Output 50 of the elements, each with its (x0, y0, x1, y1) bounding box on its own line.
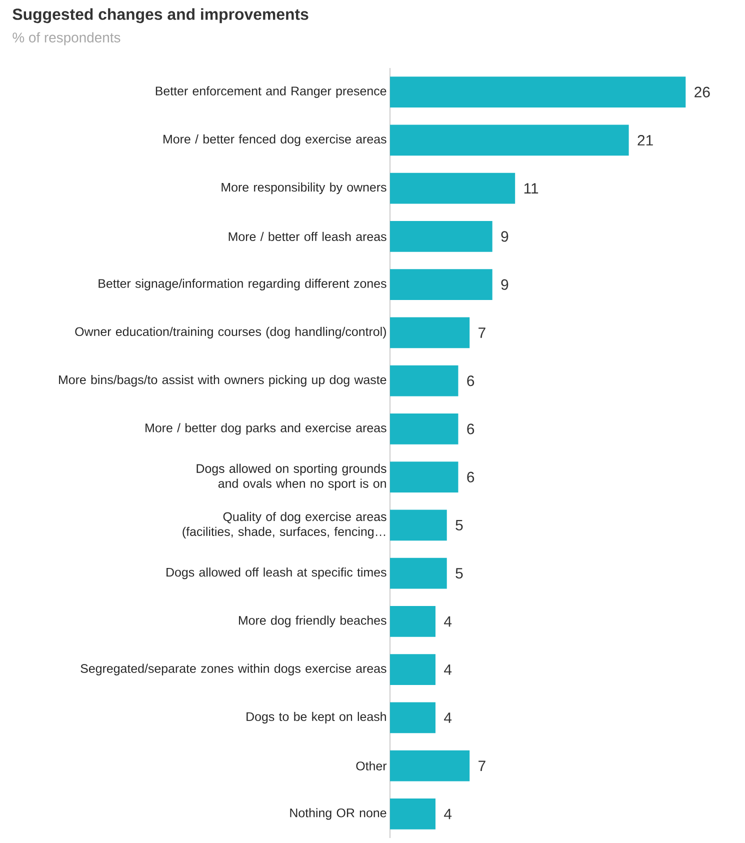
bar (390, 269, 492, 300)
data-label: 5 (456, 568, 463, 579)
bar (390, 510, 447, 541)
y-tick-label: Quality of dog exercise areas (facilities, shade, surfaces, fencing… (182, 512, 386, 538)
data-label: 4 (444, 808, 452, 820)
y-tick-label: More bins/bags/to assist with owners picking up dog waste (59, 375, 386, 387)
data-label: 6 (467, 376, 474, 386)
y-tick-label: More / better fenced dog exercise areas (164, 134, 386, 146)
y-tick-label: More / better off leash areas (228, 232, 386, 242)
data-label: 4 (444, 616, 452, 627)
y-tick-label: Other (356, 761, 387, 770)
data-label: 4 (444, 664, 452, 675)
text: % of respondents (12, 32, 120, 46)
bar (390, 124, 629, 156)
bar (390, 702, 436, 734)
data-label: 26 (694, 86, 710, 98)
data-label: 6 (467, 472, 474, 482)
bar (390, 606, 436, 637)
y-tick-label: More / better dog parks and exercise areas (146, 423, 386, 435)
data-label: 5 (456, 520, 463, 530)
bar (390, 750, 470, 782)
y-tick-label: Dogs allowed on sporting grounds and ovals when no sport is on (196, 464, 386, 490)
data-label: 7 (478, 760, 486, 771)
data-label: 9 (501, 231, 508, 242)
bar (390, 414, 458, 444)
data-label: 9 (501, 279, 508, 290)
bar (390, 76, 686, 108)
data-label: 21 (638, 134, 653, 146)
bar (390, 654, 436, 685)
data-label: 7 (478, 328, 486, 338)
bar (390, 798, 436, 830)
y-tick-label: More responsibility by owners (222, 182, 386, 194)
bar (390, 317, 470, 348)
text: Suggested changes and improvements (12, 8, 308, 24)
y-tick-label: Dogs to be kept on leash (246, 712, 386, 724)
data-label: 4 (444, 712, 452, 723)
bar (390, 221, 492, 252)
y-tick-label: Dogs allowed off leash at specific times (166, 568, 386, 580)
bar (390, 172, 516, 204)
bar (390, 462, 458, 492)
data-label: 6 (467, 424, 474, 434)
y-tick-label: Better enforcement and Ranger presence (156, 86, 386, 98)
bar (390, 365, 458, 396)
y-tick-label: More dog friendly beaches (238, 616, 386, 628)
y-tick-label: Nothing OR none (290, 808, 386, 820)
y-tick-label: Segregated/separate zones within dogs exercise areas (80, 664, 386, 676)
y-tick-label: Better signage/information regarding different zones (98, 278, 386, 290)
y-tick-label: Owner education/training courses (dog handling/control) (75, 326, 386, 339)
bar (390, 558, 447, 589)
data-label: 11 (524, 183, 538, 194)
